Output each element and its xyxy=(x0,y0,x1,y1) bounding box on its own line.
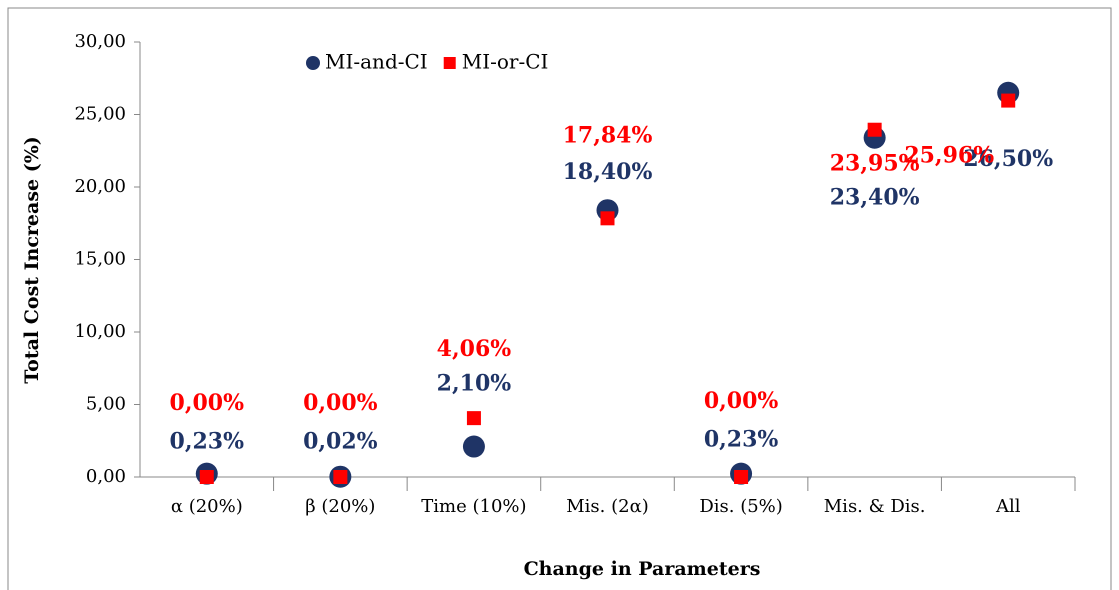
y-axis-title: Total Cost Increase (%) xyxy=(21,136,43,384)
x-tick-label: β (20%) xyxy=(305,496,375,517)
y-tick-label: 0,00 xyxy=(86,466,126,487)
legend-marker xyxy=(306,56,320,70)
data-label: 23,95% xyxy=(830,151,920,177)
data-label: 23,40% xyxy=(830,185,920,211)
marker-square xyxy=(466,411,481,426)
data-label: 0,00% xyxy=(704,388,779,414)
y-tick-label: 15,00 xyxy=(74,249,126,270)
data-label: 0,00% xyxy=(303,390,378,416)
x-tick-label: Mis. (2α) xyxy=(566,496,649,517)
x-tick-label: Time (10%) xyxy=(421,496,526,517)
marker-circle xyxy=(462,435,485,458)
chart-frame xyxy=(7,7,1112,590)
legend-label: MI-or-CI xyxy=(462,50,549,74)
data-label: 0,00% xyxy=(170,390,245,416)
x-tick-label: Dis. (5%) xyxy=(699,496,782,517)
legend-label: MI-and-CI xyxy=(325,50,428,74)
data-label: 17,84% xyxy=(563,122,653,148)
marker-square xyxy=(333,470,348,484)
data-label: 0,23% xyxy=(704,427,779,453)
marker-square xyxy=(1001,93,1016,108)
data-label: 4,06% xyxy=(437,336,512,362)
data-label: 0,23% xyxy=(170,429,245,455)
data-label: 0,02% xyxy=(303,429,378,455)
marker-square xyxy=(600,211,615,226)
x-axis-title: Change in Parameters xyxy=(524,558,761,580)
marker-square xyxy=(199,470,214,484)
data-label: 25,96% xyxy=(904,143,994,169)
y-tick-label: 20,00 xyxy=(74,176,126,197)
legend-marker xyxy=(443,57,456,69)
y-tick-label: 5,00 xyxy=(86,394,126,415)
marker-square xyxy=(734,470,749,484)
marker-square xyxy=(867,122,882,137)
x-tick-label: All xyxy=(995,496,1021,517)
data-label: 18,40% xyxy=(563,159,653,185)
y-tick-label: 25,00 xyxy=(74,104,126,125)
y-tick-label: 10,00 xyxy=(74,321,126,342)
data-label: 2,10% xyxy=(437,371,512,397)
y-tick-label: 30,00 xyxy=(74,31,126,52)
x-tick-label: α (20%) xyxy=(171,496,243,517)
data-label: 26,50% xyxy=(963,146,1053,172)
x-tick-label: Mis. & Dis. xyxy=(824,496,926,517)
